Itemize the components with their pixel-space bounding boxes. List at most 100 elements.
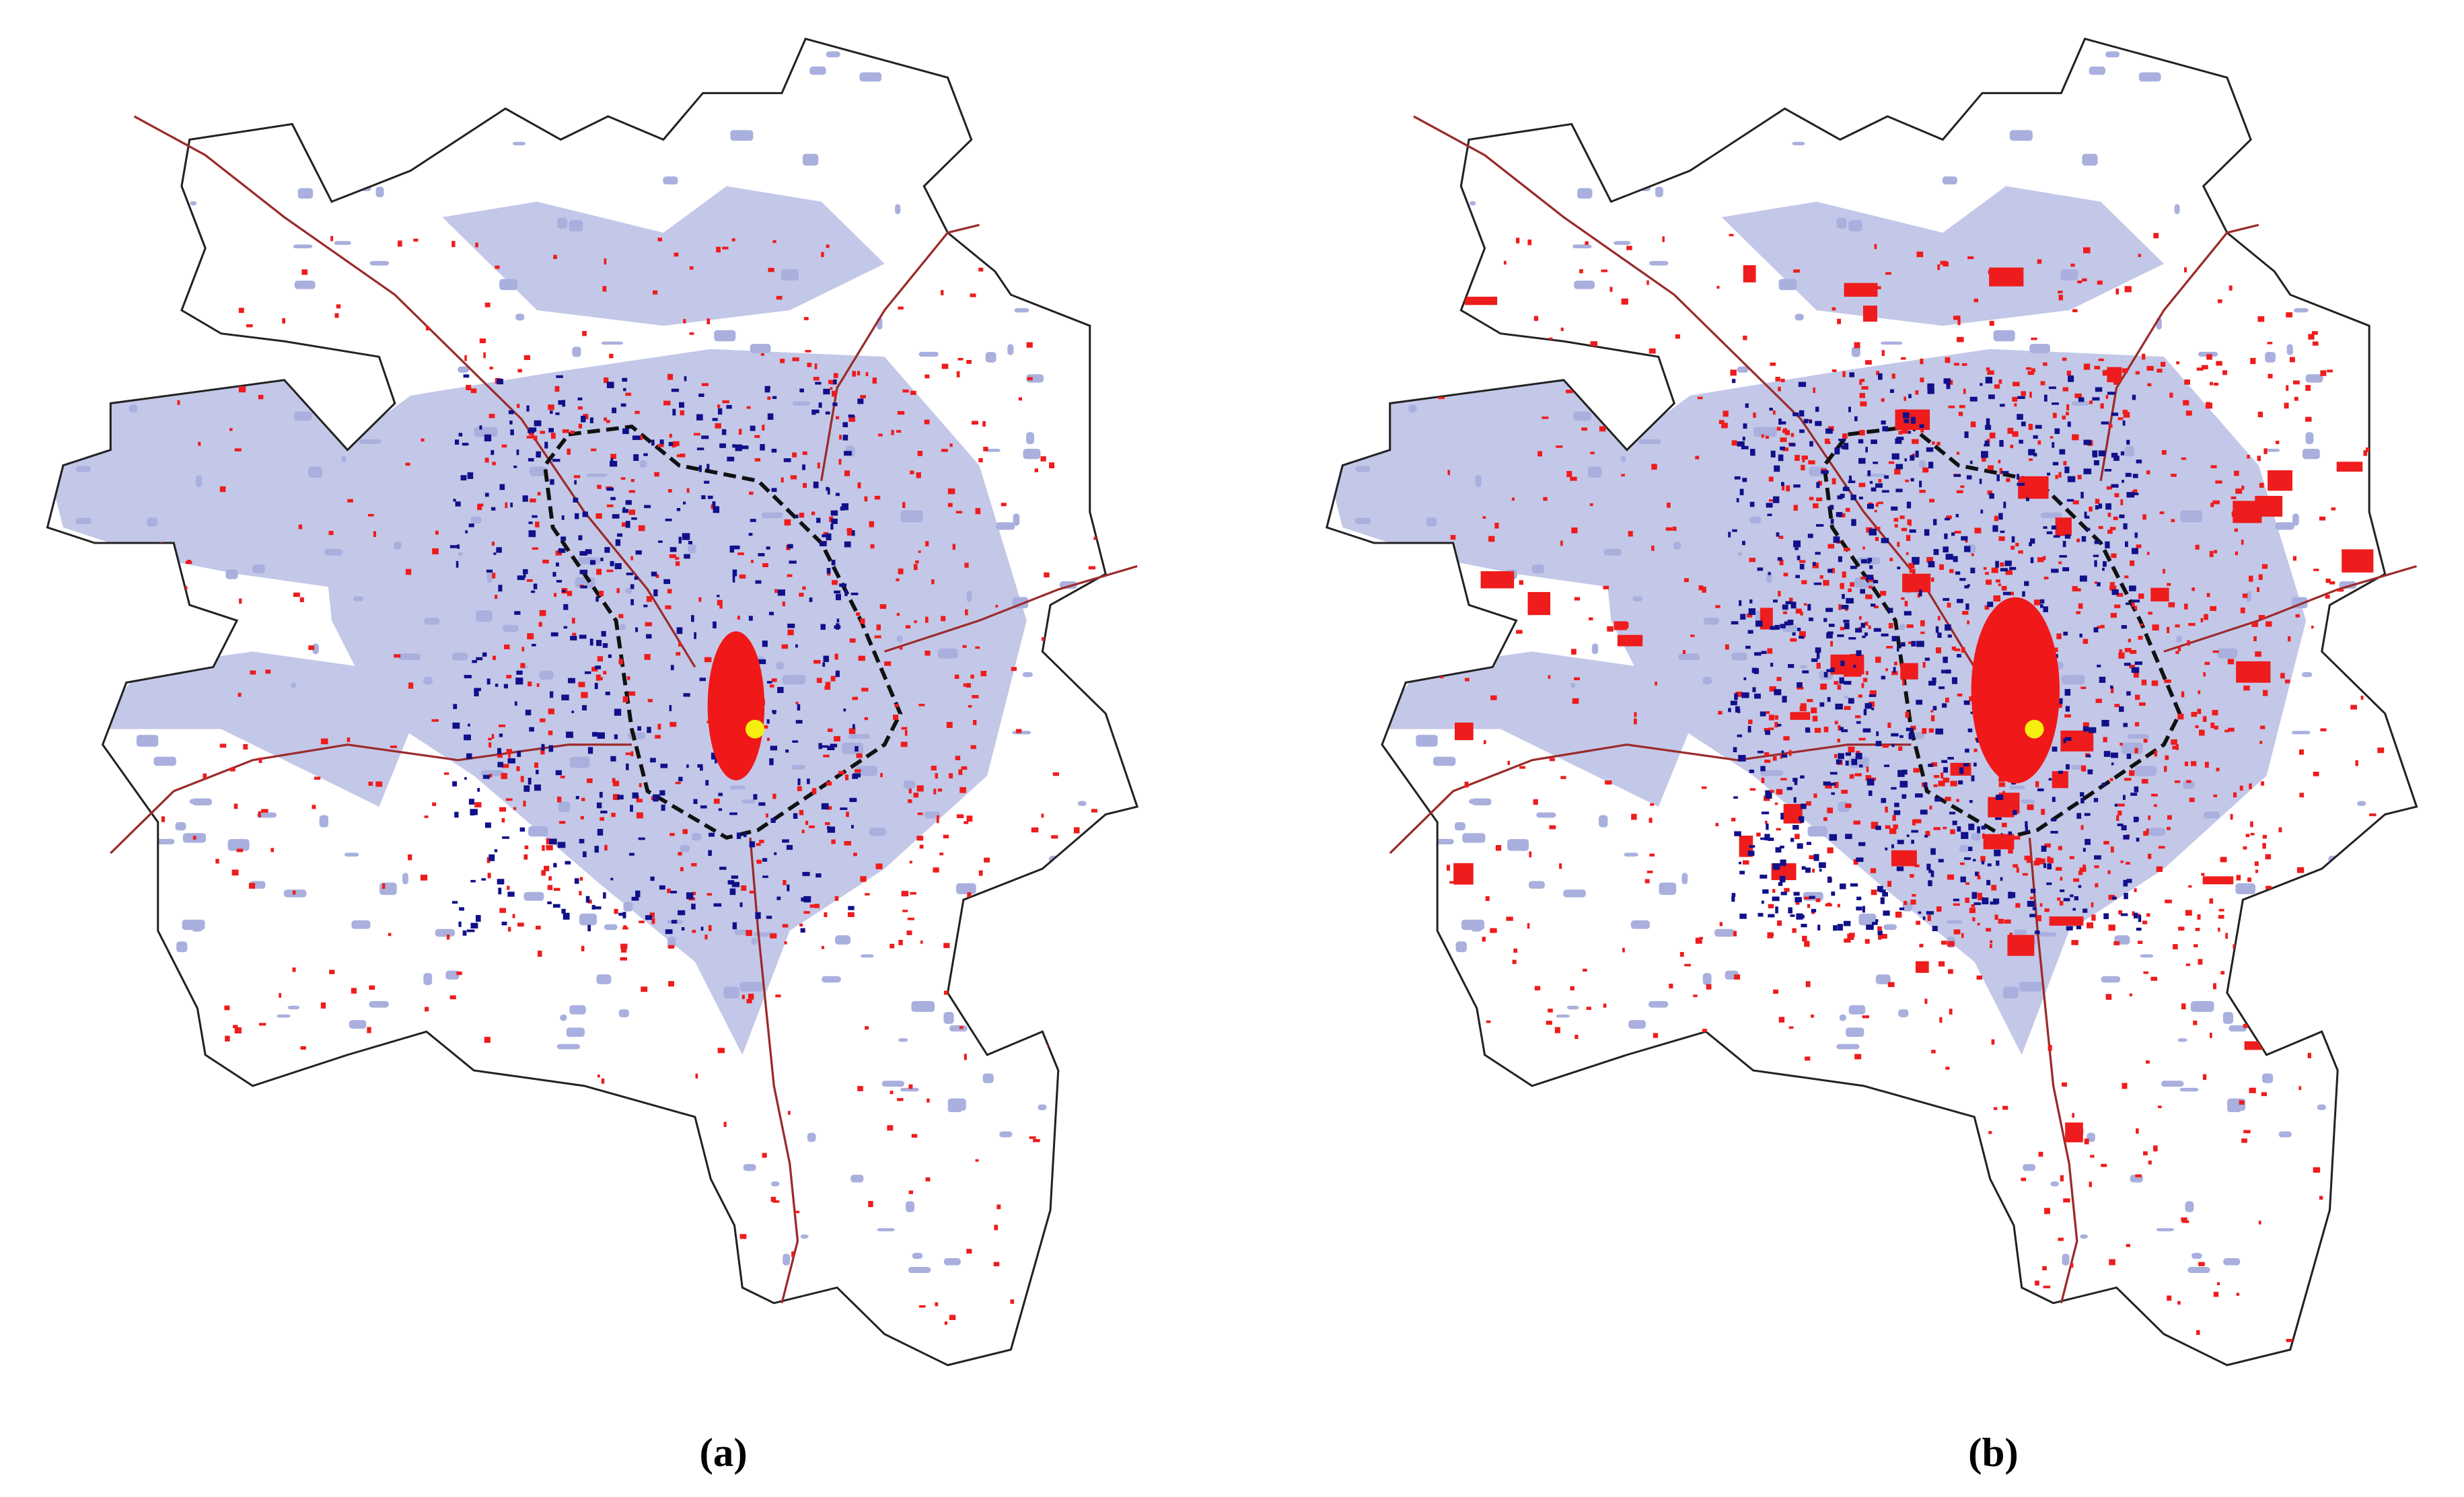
built-area [1571, 527, 1578, 534]
built-area [1784, 430, 1790, 435]
built-area-old [1843, 620, 1850, 623]
built-area [591, 448, 597, 451]
built-area [534, 762, 539, 768]
built-area-old [819, 541, 827, 546]
built-area [1878, 935, 1882, 940]
built-area [1494, 585, 1499, 589]
built-area [1748, 719, 1753, 725]
built-area-old [614, 563, 622, 569]
built-area-old [513, 466, 517, 468]
built-area [1977, 892, 1982, 898]
built-area-old [1926, 863, 1931, 871]
built-area [1991, 567, 1998, 573]
built-area [2078, 603, 2083, 609]
built-area [821, 946, 824, 949]
built-area [1803, 603, 1807, 606]
built-area [2167, 1295, 2172, 1301]
built-area [1440, 1323, 1446, 1327]
built-area [1970, 421, 1976, 428]
built-area [516, 766, 520, 772]
built-area [1915, 390, 1919, 395]
built-area [830, 676, 836, 682]
built-area [2295, 614, 2300, 618]
built-area-old [1932, 677, 1936, 684]
built-area [917, 812, 923, 815]
built-area-old [464, 675, 472, 679]
built-area [1677, 1200, 1679, 1204]
built-area-old [637, 726, 641, 731]
built-area-old [731, 881, 739, 887]
built-area [2245, 834, 2250, 838]
built-area [239, 598, 242, 604]
built-area [1877, 286, 1881, 289]
built-area [1537, 451, 1543, 457]
built-area-old [1765, 730, 1770, 735]
built-area-old [1851, 759, 1858, 766]
built-area-old [2008, 831, 2013, 835]
built-area [1454, 722, 1474, 741]
built-area [1933, 784, 1938, 787]
built-area [955, 511, 963, 514]
built-area-old [1882, 891, 1888, 897]
built-area-old [2111, 762, 2114, 766]
built-area-old [2024, 581, 2029, 586]
built-area [185, 560, 192, 564]
built-area-old [610, 460, 618, 467]
built-area [1088, 566, 1096, 570]
urban-core [707, 631, 765, 780]
built-area [347, 1240, 350, 1246]
built-area [898, 306, 904, 310]
built-area-old [1969, 460, 1973, 464]
built-area [1590, 341, 1598, 348]
built-area-old [764, 386, 770, 393]
built-area [826, 781, 832, 786]
built-area [234, 1027, 242, 1034]
built-area [915, 560, 919, 564]
built-area [1780, 778, 1787, 780]
built-area-old [592, 731, 598, 737]
built-area [391, 1168, 396, 1174]
built-area-old [531, 590, 536, 593]
built-area-old [462, 443, 469, 446]
built-area [1498, 1132, 1502, 1137]
built-area [2257, 411, 2263, 418]
built-area [1506, 916, 1513, 921]
built-area [826, 244, 830, 248]
built-area-old [519, 827, 526, 832]
built-area [1929, 805, 1932, 810]
built-area [1883, 1191, 1891, 1194]
built-area-old [1854, 416, 1858, 422]
built-area [622, 926, 628, 930]
built-area [2210, 465, 2217, 468]
built-area [2177, 645, 2181, 651]
built-area-old [555, 770, 562, 776]
built-area-old [552, 904, 560, 908]
built-area [680, 453, 686, 458]
built-area [1920, 427, 1924, 433]
built-area-old [852, 724, 855, 729]
built-area [1848, 746, 1855, 753]
built-area-old [2111, 589, 2119, 595]
built-area [2289, 357, 2295, 363]
built-area-old [1969, 396, 1978, 402]
built-area-old [516, 670, 523, 675]
built-area [1460, 1146, 1465, 1151]
built-area [2122, 1083, 2128, 1089]
built-area [2378, 1164, 2383, 1170]
built-area-old [600, 810, 608, 813]
built-area [2146, 365, 2154, 371]
built-area [216, 1169, 223, 1173]
built-area-old [663, 579, 671, 584]
built-area [540, 718, 546, 723]
built-area-old [533, 583, 538, 589]
built-area-old [1811, 908, 1817, 913]
built-area [2161, 361, 2166, 367]
built-area-old [610, 756, 616, 762]
built-area-old [1943, 657, 1948, 663]
built-area-old [1924, 529, 1930, 536]
built-area [1777, 920, 1782, 926]
built-area [535, 521, 540, 527]
built-area [910, 390, 916, 395]
built-area-old [2009, 567, 2017, 571]
built-area [1724, 1324, 1728, 1327]
